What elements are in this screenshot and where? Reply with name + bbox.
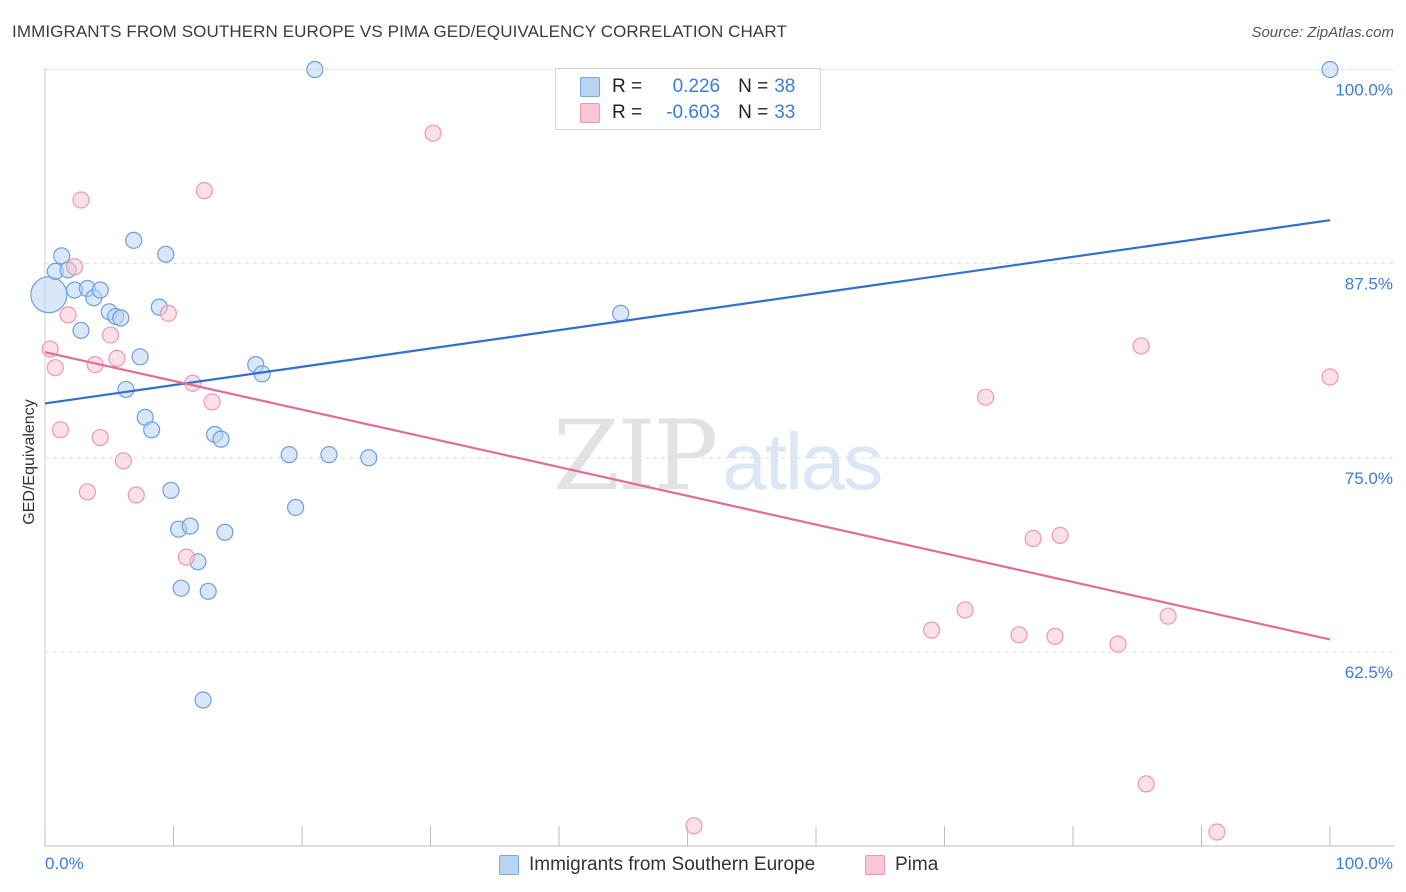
watermark: ZIPatlas xyxy=(553,400,883,512)
data-point-blue xyxy=(1321,60,1339,79)
data-point-blue xyxy=(320,446,338,464)
legend-swatch-pink xyxy=(580,103,600,123)
series-swatch-blue xyxy=(499,855,519,875)
tick-labels: 62.5% 75.0% 87.5% 100.0% 0.0% 100.0% xyxy=(45,81,1393,873)
data-point-pink xyxy=(685,817,703,835)
data-point-pink xyxy=(159,304,177,322)
data-point-blue xyxy=(53,247,71,265)
data-point-pink xyxy=(78,483,97,501)
data-point-pink xyxy=(977,388,995,406)
data-point-pink xyxy=(1010,626,1028,644)
legend-r-label: R = xyxy=(612,102,643,123)
data-point-pink xyxy=(1321,368,1339,386)
data-point-blue xyxy=(360,449,378,467)
trend-line-blue xyxy=(44,219,1331,405)
series-legend-item-pink: Pima xyxy=(865,852,938,878)
data-point-pink xyxy=(923,621,941,639)
watermark-zip: ZIP xyxy=(553,400,718,512)
series-name-blue: Immigrants from Southern Europe xyxy=(529,854,816,875)
x-tick-label: 100.0% xyxy=(1335,854,1393,873)
chart-title: IMMIGRANTS FROM SOUTHERN EUROPE VS PIMA … xyxy=(12,22,787,41)
data-point-blue xyxy=(181,517,199,535)
data-points xyxy=(30,60,1339,841)
data-point-blue xyxy=(112,309,130,327)
legend-n-label: N = xyxy=(738,102,769,123)
data-point-blue xyxy=(162,481,180,499)
data-point-pink xyxy=(1046,627,1064,645)
data-point-blue xyxy=(212,430,230,448)
y-tick-label: 100.0% xyxy=(1335,81,1393,100)
legend-n-value-pink: 33 xyxy=(774,102,796,123)
grid-lines xyxy=(45,69,1394,653)
y-axis-title: GED/Equivalency xyxy=(21,399,38,525)
data-point-pink xyxy=(177,548,195,566)
data-point-pink xyxy=(1159,607,1177,625)
data-point-blue xyxy=(143,421,161,439)
data-point-blue xyxy=(199,582,217,600)
data-point-blue xyxy=(280,446,298,464)
data-point-blue xyxy=(612,304,630,322)
data-point-pink xyxy=(1051,526,1069,545)
data-point-blue xyxy=(30,276,68,314)
data-point-pink xyxy=(46,359,64,377)
trend-line-pink xyxy=(44,351,1331,641)
data-point-blue xyxy=(72,321,90,340)
y-tick-label: 75.0% xyxy=(1345,469,1393,488)
data-point-blue xyxy=(286,498,305,517)
trend-lines xyxy=(44,219,1331,641)
legend-swatch-blue xyxy=(580,77,600,97)
data-point-blue xyxy=(216,523,234,541)
data-point-blue xyxy=(131,348,149,366)
legend-r-label: R = xyxy=(612,76,643,97)
data-point-pink xyxy=(65,258,84,276)
data-point-pink xyxy=(1132,337,1150,355)
data-point-pink xyxy=(91,428,109,447)
data-point-pink xyxy=(1137,775,1155,793)
legend-r-value-pink: -0.603 xyxy=(666,102,721,123)
data-point-pink xyxy=(51,421,70,439)
series-legend-item-blue: Immigrants from Southern Europe xyxy=(499,852,815,878)
legend-row-pink: R = -0.603 N = 33 xyxy=(580,101,795,125)
data-point-blue xyxy=(194,691,212,709)
data-point-pink xyxy=(203,393,221,411)
data-point-pink xyxy=(1109,635,1127,653)
data-point-pink xyxy=(108,349,126,367)
chart-source: Source: ZipAtlas.com xyxy=(1251,24,1394,41)
series-name-pink: Pima xyxy=(895,854,939,875)
data-point-pink xyxy=(1024,529,1042,548)
legend-n-label: N = xyxy=(738,76,769,97)
axes xyxy=(44,68,1394,847)
data-point-blue xyxy=(172,579,190,597)
data-point-blue xyxy=(125,231,143,249)
x-tick-label: 0.0% xyxy=(45,854,84,873)
y-tick-label: 87.5% xyxy=(1345,275,1393,294)
data-point-pink xyxy=(101,326,120,344)
data-point-pink xyxy=(1208,823,1226,841)
data-point-pink xyxy=(59,306,77,324)
data-point-pink xyxy=(424,124,442,142)
data-point-blue xyxy=(117,380,135,399)
y-tick-label: 62.5% xyxy=(1345,663,1393,682)
series-swatch-pink xyxy=(865,855,885,875)
legend-row-blue: R = 0.226 N = 38 xyxy=(580,75,795,99)
data-point-pink xyxy=(195,182,213,200)
data-point-blue xyxy=(91,281,109,299)
data-point-blue xyxy=(306,60,324,79)
correlation-legend: R = 0.226 N = 38 R = -0.603 N = 33 xyxy=(555,68,821,130)
data-point-pink xyxy=(127,486,145,504)
legend-n-value-blue: 38 xyxy=(774,76,796,97)
data-point-pink xyxy=(114,452,132,470)
legend-r-value-blue: 0.226 xyxy=(672,76,721,97)
data-point-pink xyxy=(72,191,90,209)
data-point-blue xyxy=(157,245,175,263)
data-point-pink xyxy=(956,601,974,619)
watermark-atlas: atlas xyxy=(722,417,883,506)
